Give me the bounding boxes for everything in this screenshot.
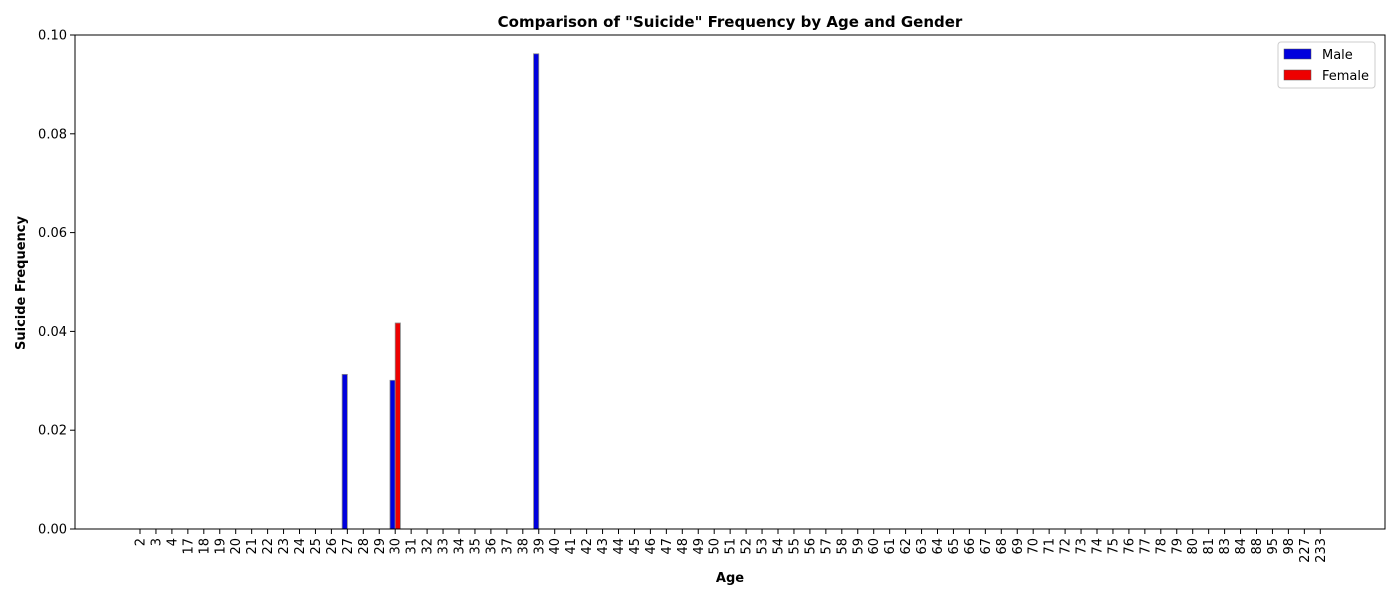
- x-tick-label: 72: [1059, 538, 1074, 555]
- x-tick-label: 35: [468, 538, 483, 555]
- x-tick-label: 74: [1091, 538, 1106, 555]
- x-tick-label: 67: [979, 538, 994, 555]
- x-tick-label: 28: [357, 538, 372, 555]
- x-tick-label: 233: [1314, 538, 1329, 563]
- x-tick-label: 77: [1138, 538, 1153, 555]
- y-tick-label: 0.00: [38, 523, 67, 538]
- x-tick-label: 78: [1154, 538, 1169, 555]
- legend: Male Female: [1277, 41, 1376, 89]
- x-tick-label: 54: [772, 538, 787, 555]
- x-tick-label: 88: [1250, 538, 1265, 555]
- plot-frame: [74, 34, 1386, 530]
- x-tick-label: 47: [660, 538, 675, 555]
- x-tick-label: 17: [181, 538, 196, 555]
- x-axis-label: Age: [716, 571, 744, 586]
- x-tick-label: 2: [134, 538, 149, 546]
- x-tick-label: 64: [931, 538, 946, 555]
- legend-label-male: Male: [1322, 48, 1353, 63]
- y-tick-label: 0.10: [38, 29, 67, 44]
- x-tick-label: 4: [165, 538, 180, 546]
- x-tick-label: 70: [1027, 538, 1042, 555]
- x-tick-label: 55: [787, 538, 802, 555]
- x-tick-label: 41: [564, 538, 579, 555]
- y-tick-label: 0.06: [38, 226, 67, 241]
- x-tick-label: 53: [756, 538, 771, 555]
- x-tick-label: 37: [500, 538, 515, 555]
- x-tick-label: 68: [995, 538, 1010, 555]
- x-tick-label: 63: [915, 538, 930, 555]
- x-tick-label: 52: [740, 538, 755, 555]
- x-tick-label: 44: [612, 538, 627, 555]
- x-tick-label: 25: [309, 538, 324, 555]
- x-tick-label: 38: [516, 538, 531, 555]
- x-tick-label: 95: [1266, 538, 1281, 555]
- x-tick-label: 40: [548, 538, 563, 555]
- x-tick-label: 48: [676, 538, 691, 555]
- x-tick-label: 50: [708, 538, 723, 555]
- x-tick-label: 65: [947, 538, 962, 555]
- x-tick-label: 83: [1218, 538, 1233, 555]
- x-tick-label: 18: [197, 538, 212, 555]
- x-tick-label: 62: [899, 538, 914, 555]
- bars-group: [341, 53, 540, 530]
- x-tick-label: 43: [596, 538, 611, 555]
- x-tick-label: 80: [1186, 538, 1201, 555]
- y-tick-label: 0.04: [38, 325, 67, 340]
- x-tick-label: 27: [341, 538, 356, 555]
- x-tick-label: 51: [724, 538, 739, 555]
- x-tick-label: 66: [963, 538, 978, 555]
- x-tick-label: 34: [453, 538, 468, 555]
- x-tick-label: 59: [851, 538, 866, 555]
- x-tick-label: 26: [325, 538, 340, 555]
- x-tick-label: 98: [1282, 538, 1297, 555]
- x-tick-label: 61: [883, 538, 898, 555]
- x-tick-label: 36: [484, 538, 499, 555]
- y-ticks-group: 0.00 0.02 0.04 0.06 0.08 0.10: [38, 29, 75, 538]
- x-tick-label: 69: [1011, 538, 1026, 555]
- x-tick-label: 24: [293, 538, 308, 555]
- bar-female-30: [394, 322, 401, 530]
- x-tick-label: 49: [692, 538, 707, 555]
- x-tick-label: 84: [1234, 538, 1249, 555]
- bar-male-27: [341, 373, 348, 530]
- x-tick-label: 22: [261, 538, 276, 555]
- x-tick-label: 73: [1075, 538, 1090, 555]
- x-tick-label: 46: [644, 538, 659, 555]
- x-ticks-group: 2 3 4 17 18 19 20 21 22 23 24 25 26 27 28 29 30 31 32 33 34 3…: [134, 529, 1329, 563]
- x-tick-label: 3: [149, 538, 164, 546]
- x-tick-label: 20: [229, 538, 244, 555]
- x-tick-label: 29: [373, 538, 388, 555]
- bar-male-30: [389, 379, 396, 530]
- x-tick-label: 76: [1122, 538, 1137, 555]
- x-tick-label: 56: [803, 538, 818, 555]
- y-tick-label: 0.02: [38, 424, 67, 439]
- x-tick-label: 75: [1106, 538, 1121, 555]
- x-tick-label: 23: [277, 538, 292, 555]
- x-tick-label: 60: [867, 538, 882, 555]
- x-tick-label: 31: [405, 538, 420, 555]
- x-tick-label: 32: [421, 538, 436, 555]
- x-tick-label: 71: [1043, 538, 1058, 555]
- legend-swatch-male: [1283, 48, 1312, 60]
- x-tick-label: 45: [628, 538, 643, 555]
- legend-label-female: Female: [1322, 69, 1369, 84]
- x-tick-label: 19: [213, 538, 228, 555]
- x-tick-label: 33: [437, 538, 452, 555]
- x-tick-label: 21: [245, 538, 260, 555]
- y-tick-label: 0.08: [38, 127, 67, 142]
- x-tick-label: 81: [1202, 538, 1217, 555]
- x-tick-label: 58: [835, 538, 850, 555]
- x-tick-label: 57: [819, 538, 834, 555]
- chart-title: Comparison of "Suicide" Frequency by Age…: [498, 13, 963, 31]
- x-tick-label: 227: [1298, 538, 1313, 563]
- y-axis-label: Suicide Frequency: [14, 215, 29, 349]
- legend-swatch-female: [1283, 69, 1312, 81]
- x-tick-label: 39: [532, 538, 547, 555]
- x-tick-label: 30: [389, 538, 404, 555]
- x-tick-label: 79: [1170, 538, 1185, 555]
- bar-male-39: [533, 53, 540, 530]
- x-tick-label: 42: [580, 538, 595, 555]
